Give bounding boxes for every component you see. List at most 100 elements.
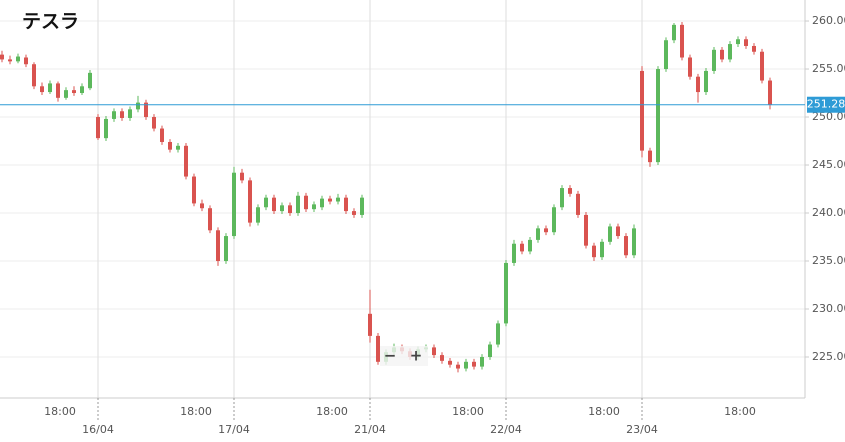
date-label: 16/04 bbox=[82, 423, 114, 436]
candle-body bbox=[176, 145, 180, 150]
candle-body bbox=[656, 69, 660, 163]
candle-body bbox=[192, 176, 196, 204]
candle-body bbox=[760, 51, 764, 81]
candle-body bbox=[232, 172, 236, 237]
y-tick-label: 255.00 bbox=[812, 62, 845, 75]
candle-body bbox=[320, 198, 324, 208]
candle-body bbox=[720, 49, 724, 60]
candle-body bbox=[168, 141, 172, 150]
zoom-panel bbox=[380, 346, 428, 366]
candle-body bbox=[768, 80, 772, 105]
candle-body bbox=[224, 236, 228, 262]
zoom-out[interactable]: − bbox=[384, 347, 397, 365]
candle-body bbox=[296, 195, 300, 214]
candle-body bbox=[504, 262, 508, 324]
candles bbox=[0, 21, 772, 373]
candle-body bbox=[200, 203, 204, 209]
candle-body bbox=[616, 226, 620, 237]
candle-body bbox=[552, 207, 556, 233]
candle-body bbox=[592, 245, 596, 258]
y-tick-label: 235.00 bbox=[812, 254, 845, 267]
candle-body bbox=[288, 205, 292, 214]
candle-body bbox=[744, 39, 748, 46]
candle-body bbox=[184, 145, 188, 177]
candle-body bbox=[496, 323, 500, 345]
candle-body bbox=[328, 198, 332, 202]
candle-body bbox=[32, 64, 36, 87]
candle-body bbox=[128, 109, 132, 118]
candle-body bbox=[24, 57, 28, 65]
candle-body bbox=[336, 197, 340, 202]
date-label: 23/04 bbox=[626, 423, 658, 436]
candle-body bbox=[256, 207, 260, 223]
y-tick-label: 230.00 bbox=[812, 302, 845, 315]
candle-body bbox=[440, 355, 444, 361]
x-tick-label: 18:00 bbox=[588, 405, 620, 418]
y-tick-label: 225.00 bbox=[812, 350, 845, 363]
zoom-in[interactable]: + bbox=[410, 347, 423, 365]
candle-body bbox=[728, 44, 732, 60]
y-tick-label: 260.00 bbox=[812, 14, 845, 27]
candle-body bbox=[544, 228, 548, 233]
candle-body bbox=[16, 56, 20, 62]
candle-body bbox=[472, 361, 476, 367]
candle-body bbox=[8, 59, 12, 62]
candle-body bbox=[736, 39, 740, 45]
candle-body bbox=[280, 205, 284, 212]
candle-body bbox=[624, 236, 628, 256]
date-label: 21/04 bbox=[354, 423, 386, 436]
candle-body bbox=[152, 117, 156, 129]
candle-body bbox=[712, 49, 716, 71]
candle-body bbox=[160, 128, 164, 142]
last-price-box bbox=[807, 96, 845, 113]
last-price-label: 251.28 bbox=[807, 98, 845, 111]
candle-body bbox=[576, 193, 580, 215]
candle-body bbox=[368, 313, 372, 336]
candle-body bbox=[264, 197, 268, 208]
candle-body bbox=[464, 361, 468, 369]
x-tick-label: 18:00 bbox=[44, 405, 76, 418]
candle-body bbox=[352, 211, 356, 215]
candle-body bbox=[272, 197, 276, 212]
y-tick-label: 250.00 bbox=[812, 110, 845, 123]
candle-body bbox=[688, 57, 692, 77]
candle-body bbox=[632, 228, 636, 256]
candle-body bbox=[640, 70, 644, 151]
candle-body bbox=[584, 214, 588, 246]
candle-body bbox=[104, 118, 108, 139]
x-tick-label: 18:00 bbox=[316, 405, 348, 418]
candle-body bbox=[40, 86, 44, 93]
chart-title: テスラ bbox=[22, 11, 79, 33]
date-label: 17/04 bbox=[218, 423, 250, 436]
candle-body bbox=[448, 360, 452, 365]
candle-body bbox=[0, 54, 4, 60]
candle-body bbox=[648, 150, 652, 163]
candle-body bbox=[608, 226, 612, 242]
candle-body bbox=[344, 197, 348, 212]
candle-body bbox=[480, 357, 484, 367]
x-tick-label: 18:00 bbox=[724, 405, 756, 418]
candle-body bbox=[528, 239, 532, 252]
candle-body bbox=[360, 197, 364, 215]
candle-body bbox=[672, 24, 676, 41]
candle-body bbox=[72, 90, 76, 94]
candle-body bbox=[680, 24, 684, 58]
candle-body bbox=[752, 45, 756, 52]
candle-body bbox=[664, 40, 668, 70]
x-tick-label: 18:00 bbox=[452, 405, 484, 418]
y-tick-label: 240.00 bbox=[812, 206, 845, 219]
candle-body bbox=[600, 241, 604, 258]
candle-body bbox=[88, 72, 92, 89]
candle-body bbox=[432, 347, 436, 356]
candle-body bbox=[144, 102, 148, 118]
candle-body bbox=[120, 111, 124, 118]
candle-body bbox=[208, 208, 212, 231]
candle-body bbox=[64, 90, 68, 98]
candle-body bbox=[568, 188, 572, 194]
candle-body bbox=[560, 188, 564, 208]
candle-body bbox=[488, 344, 492, 358]
candle-body bbox=[696, 76, 700, 93]
candle-body bbox=[216, 230, 220, 262]
candle-body bbox=[248, 180, 252, 223]
